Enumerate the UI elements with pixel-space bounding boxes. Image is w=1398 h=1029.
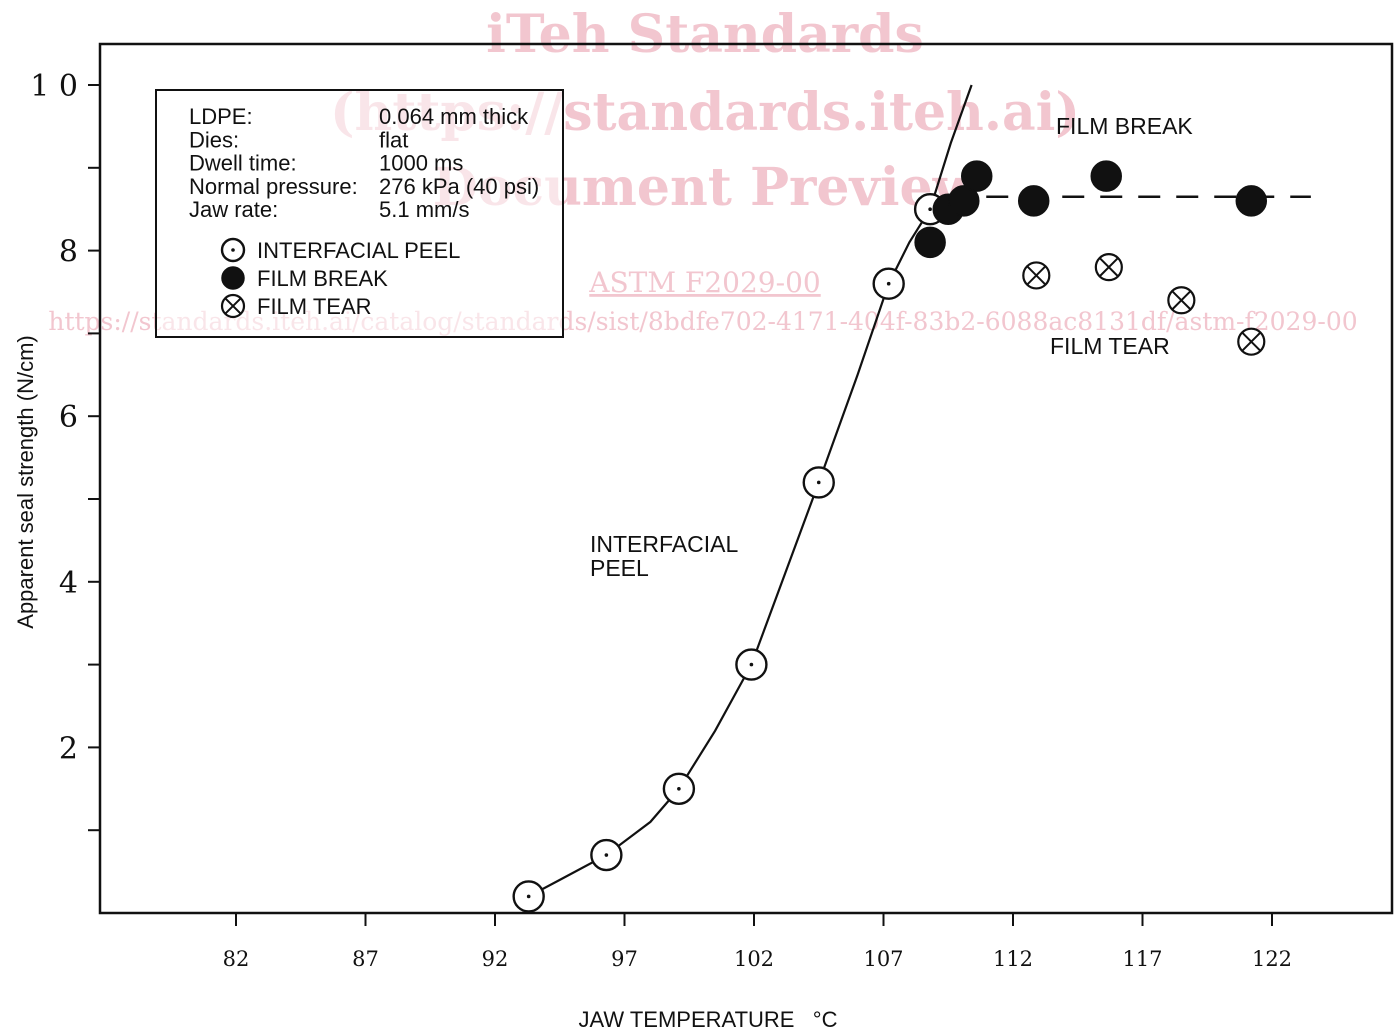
info-value: 0.064 mm thick — [379, 104, 529, 129]
annotation-film-break: FILM BREAK — [1056, 113, 1193, 139]
legend-label: INTERFACIAL PEEL — [257, 238, 460, 263]
info-value: 5.1 mm/s — [379, 197, 469, 222]
annotation-film-tear: FILM TEAR — [1050, 333, 1170, 359]
y-tick-label: 1 0 — [30, 69, 78, 104]
y-tick-label: 6 — [59, 400, 78, 435]
info-label: Normal pressure: — [189, 174, 358, 199]
info-value: 1000 ms — [379, 151, 463, 176]
info-label: LDPE: — [189, 104, 253, 129]
x-tick-label: 102 — [734, 947, 774, 971]
legend-marker — [220, 293, 246, 319]
x-tick-label: 122 — [1252, 947, 1292, 971]
info-label: Jaw rate: — [189, 197, 278, 222]
legend-label: FILM TEAR — [257, 294, 372, 319]
legend-label: FILM BREAK — [257, 266, 388, 291]
legend: INTERFACIAL PEEL FILM BREAK FILM TEAR — [220, 237, 460, 319]
info-value: 276 kPa (40 psi) — [379, 174, 539, 199]
data-point — [960, 160, 993, 192]
watermark-line-4: ASTM F2029-00 — [588, 266, 820, 299]
info-value: flat — [379, 127, 408, 152]
y-axis-title: Apparent seal strength (N/cm) — [13, 335, 38, 628]
data-point — [735, 648, 768, 681]
data-point — [1022, 261, 1051, 290]
x-tick-label: 117 — [1122, 947, 1162, 971]
info-label: Dwell time: — [189, 151, 297, 176]
info-label: Dies: — [189, 127, 239, 152]
data-point — [802, 466, 835, 499]
x-tick-label: 112 — [993, 947, 1033, 971]
plot-frame — [98, 42, 1394, 915]
data-point — [1167, 286, 1196, 315]
x-axis-ticks: 82 87 92 97 102 107 112 117 122 — [223, 913, 1292, 971]
y-axis-ticks: 2 4 6 8 1 0 — [30, 69, 100, 832]
x-tick-label: 82 — [223, 947, 250, 971]
watermark-line-1: iTeh Standards — [486, 4, 924, 65]
info-legend-box: LDPE: 0.064 mm thick Dies: flat Dwell time: 1… — [155, 89, 564, 338]
data-point — [1017, 185, 1050, 217]
data-point — [1094, 253, 1123, 282]
data-point — [914, 226, 946, 259]
data-point — [512, 880, 545, 913]
x-axis-title: JAW TEMPERATURE °C — [579, 1007, 838, 1029]
y-tick-label: 2 — [59, 731, 78, 766]
x-tick-label: 87 — [352, 947, 379, 971]
annotation-peel: PEEL — [590, 555, 649, 581]
data-point — [1090, 160, 1122, 192]
legend-marker — [220, 237, 246, 263]
x-tick-label: 97 — [611, 947, 638, 971]
data-point — [1237, 327, 1266, 356]
data-point — [1235, 185, 1268, 217]
data-point — [948, 185, 980, 217]
data-point — [662, 772, 696, 805]
data-point — [590, 838, 623, 872]
annotation-interfacial: INTERFACIAL — [590, 531, 738, 557]
data-point — [872, 267, 905, 300]
data-markers — [512, 160, 1268, 913]
y-tick-label: 4 — [59, 566, 78, 601]
y-tick-label: 8 — [59, 235, 78, 270]
info-box-frame — [155, 89, 564, 338]
legend-marker — [221, 266, 245, 290]
info-rows: LDPE: 0.064 mm thick Dies: flat Dwell time: 1… — [189, 104, 539, 222]
x-tick-label: 107 — [863, 947, 903, 971]
x-tick-label: 92 — [482, 947, 509, 971]
